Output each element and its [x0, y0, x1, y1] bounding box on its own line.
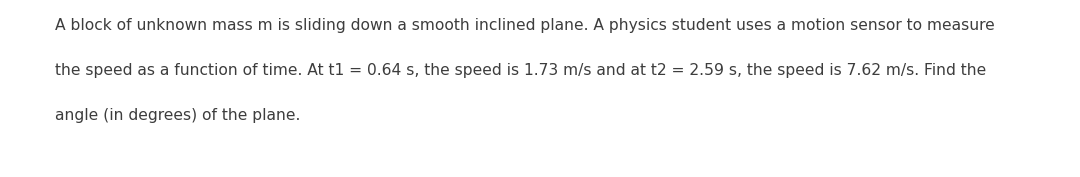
Text: angle (in degrees) of the plane.: angle (in degrees) of the plane. [55, 108, 300, 123]
Text: the speed as a function of time. At t1 = 0.64 s, the speed is 1.73 m/s and at t2: the speed as a function of time. At t1 =… [55, 63, 986, 78]
Text: A block of unknown mass m is sliding down a smooth inclined plane. A physics stu: A block of unknown mass m is sliding dow… [55, 18, 995, 33]
